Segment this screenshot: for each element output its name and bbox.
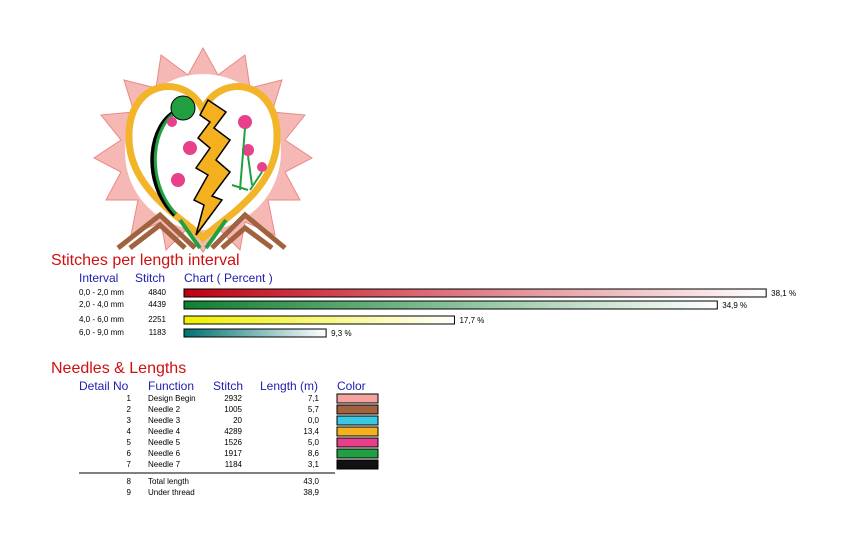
color-swatch — [336, 437, 379, 448]
length: 3,1 — [308, 460, 320, 469]
flower — [238, 115, 252, 129]
section-title: Needles & Lengths — [51, 360, 186, 377]
percent-label: 34,9 % — [722, 301, 747, 310]
bud — [170, 95, 196, 121]
flower-stems — [231, 127, 263, 191]
percent-label: 38,1 % — [771, 289, 796, 298]
length: 38,9 — [303, 488, 319, 497]
stem-green — [153, 108, 181, 216]
length: 0,0 — [308, 416, 320, 425]
length: 5,0 — [308, 438, 320, 447]
percent-bar — [183, 328, 327, 338]
stitch: 1183 — [149, 328, 167, 337]
heart — [125, 83, 281, 243]
flower — [242, 144, 254, 156]
percent-label: 17,7 % — [459, 316, 484, 325]
percent-label: 9,3 % — [331, 329, 351, 338]
interval: 6,0 - 9,0 mm — [79, 328, 124, 337]
stitch: 4840 — [148, 288, 166, 297]
ground-left — [116, 211, 197, 250]
function: Needle 3 — [148, 416, 181, 425]
color-swatch — [336, 404, 379, 415]
detail-no: 3 — [127, 416, 132, 425]
column-header: Color — [337, 379, 366, 393]
stitch: 2251 — [148, 315, 166, 324]
section-title: Stitches per length interval — [51, 252, 240, 269]
detail-no: 9 — [127, 488, 132, 497]
flower — [257, 162, 267, 172]
design-preview — [93, 46, 313, 253]
column-header: Interval — [79, 271, 118, 285]
detail-no: 7 — [127, 460, 132, 469]
interval: 4,0 - 6,0 mm — [79, 315, 124, 324]
stitch: 20 — [233, 416, 242, 425]
length: 8,6 — [308, 449, 320, 458]
ground-right — [210, 211, 287, 251]
flower — [183, 141, 197, 155]
column-header: Chart ( Percent ) — [184, 271, 273, 285]
function: Total length — [148, 477, 189, 486]
color-swatch — [336, 426, 379, 437]
color-swatch — [336, 415, 379, 426]
stitch: 1184 — [225, 460, 243, 469]
length: 43,0 — [303, 477, 319, 486]
color-swatch — [336, 393, 379, 404]
column-header: Stitch — [135, 271, 165, 285]
percent-bar — [183, 288, 767, 298]
column-header: Function — [148, 379, 194, 393]
stitch: 2932 — [224, 394, 242, 403]
percent-bar — [183, 300, 718, 310]
column-header: Stitch — [213, 379, 243, 393]
roots — [178, 218, 228, 250]
function: Needle 5 — [148, 438, 181, 447]
detail-no: 2 — [127, 405, 132, 414]
interval: 0,0 - 2,0 mm — [79, 288, 124, 297]
detail-no: 1 — [127, 394, 132, 403]
stitch: 1917 — [224, 449, 242, 458]
flower — [171, 173, 185, 187]
length: 13,4 — [303, 427, 319, 436]
stitch: 4289 — [224, 427, 242, 436]
flower — [167, 117, 177, 127]
stitch: 4439 — [148, 300, 166, 309]
column-header: Length (m) — [260, 379, 318, 393]
stitch: 1005 — [224, 405, 242, 414]
percent-bar — [183, 315, 455, 325]
function: Needle 4 — [148, 427, 181, 436]
interval: 2,0 - 4,0 mm — [79, 300, 124, 309]
detail-no: 5 — [127, 438, 132, 447]
color-swatch — [336, 448, 379, 459]
function: Needle 6 — [148, 449, 181, 458]
function: Design Begin — [148, 394, 196, 403]
column-header: Detail No — [79, 379, 129, 393]
function: Under thread — [148, 488, 195, 497]
lightning — [192, 98, 232, 236]
color-swatch — [336, 459, 379, 470]
length: 5,7 — [308, 405, 320, 414]
function: Needle 7 — [148, 460, 181, 469]
function: Needle 2 — [148, 405, 181, 414]
detail-no: 4 — [127, 427, 132, 436]
sun-center — [125, 74, 281, 230]
length: 7,1 — [308, 394, 320, 403]
detail-no: 6 — [127, 449, 132, 458]
stitch: 1526 — [224, 438, 242, 447]
detail-no: 8 — [127, 477, 132, 486]
